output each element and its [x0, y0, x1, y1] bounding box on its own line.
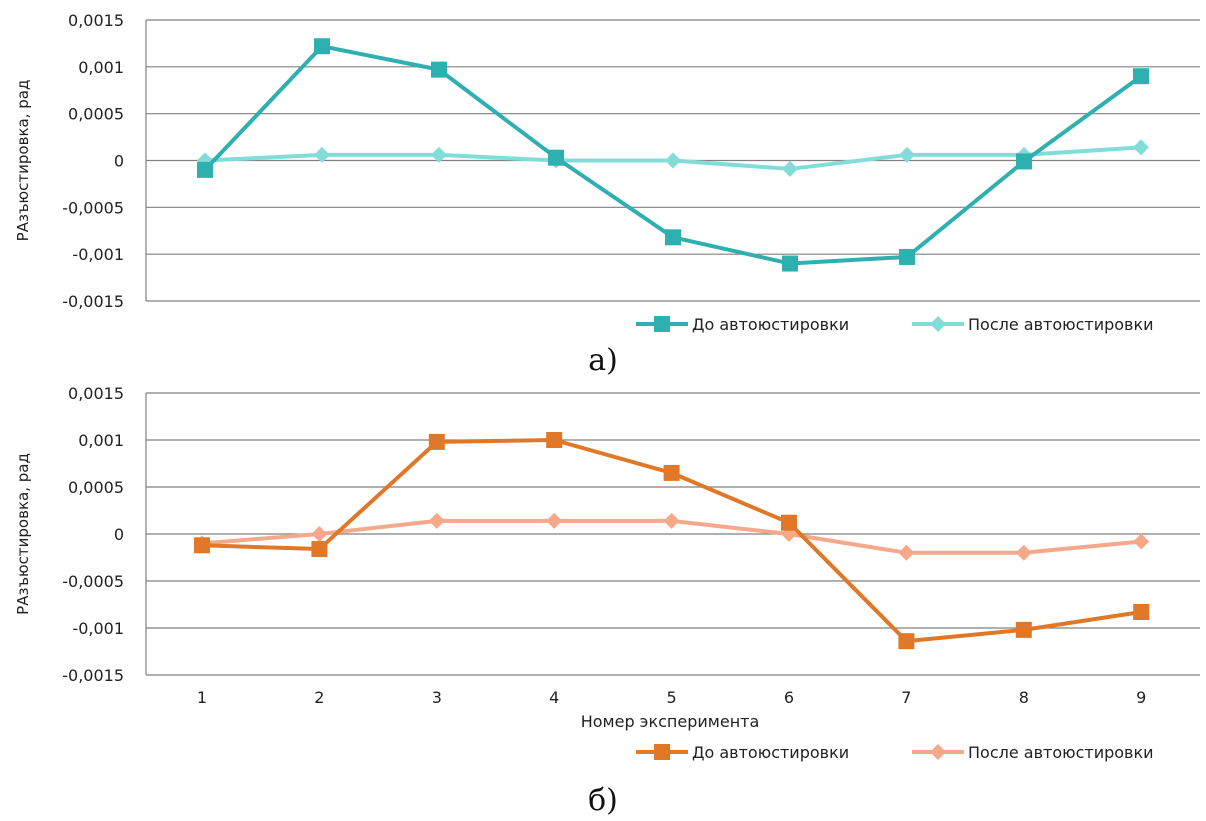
- legend-label: До автоюстировки: [692, 743, 849, 762]
- data-point: [428, 512, 445, 529]
- y-tick-label: 0,0015: [68, 384, 124, 403]
- data-point: [431, 61, 447, 78]
- y-tick-label: 0: [114, 152, 124, 171]
- data-point: [1133, 139, 1149, 156]
- y-tick-label: -0,0015: [62, 292, 124, 311]
- data-point: [663, 512, 680, 529]
- data-point: [782, 160, 798, 177]
- x-tick-label: 1: [197, 688, 207, 707]
- data-point: [311, 541, 328, 558]
- data-point: [1133, 533, 1150, 550]
- legend-marker: [930, 744, 946, 760]
- x-tick-label: 3: [432, 688, 442, 707]
- data-point: [899, 146, 915, 163]
- y-tick-label: -0,0015: [62, 666, 124, 685]
- y-tick-label: -0,0005: [62, 198, 124, 217]
- data-point: [1133, 68, 1149, 85]
- y-axis-label: РАзъюстировка, рад: [14, 453, 32, 615]
- legend-label: До автоюстировки: [692, 315, 849, 334]
- y-tick-label: 0,0005: [68, 105, 124, 124]
- x-tick-label: 5: [667, 688, 677, 707]
- y-tick-label: 0: [114, 525, 124, 544]
- data-point: [431, 146, 447, 163]
- legend-label: После автоюстировки: [968, 315, 1154, 334]
- chart-1: 0,0015 0,001 0,0005 0 -0,0005 -0,001 -0,0015 РА…: [14, 11, 1200, 378]
- x-tick-label: 8: [1019, 688, 1029, 707]
- data-point: [665, 152, 681, 169]
- y-tick-label: 0,0015: [68, 11, 124, 30]
- chart-2: 0,0015 0,001 0,0005 0 -0,0005 -0,001 -0,0015 РА…: [14, 384, 1200, 818]
- data-point: [781, 514, 797, 531]
- data-point: [197, 161, 213, 178]
- data-point: [665, 229, 681, 246]
- data-point: [311, 526, 328, 542]
- y-tick-label: -0,001: [72, 619, 124, 638]
- x-tick-label: 2: [314, 688, 324, 707]
- y-tick-label: 0,0005: [68, 478, 124, 497]
- data-point: [428, 433, 445, 450]
- legend-marker: [930, 316, 946, 332]
- data-point: [1016, 153, 1032, 170]
- data-point: [314, 146, 330, 163]
- x-tick-label: 7: [901, 688, 911, 707]
- data-point: [1015, 621, 1032, 638]
- data-point: [546, 512, 563, 529]
- x-tick-label: 4: [549, 688, 559, 707]
- y-tick-label: 0,001: [78, 431, 124, 450]
- x-axis-label: Номер эксперимента: [581, 712, 760, 731]
- data-point: [194, 537, 210, 554]
- data-point: [546, 432, 563, 448]
- data-point: [314, 38, 330, 55]
- data-point: [1133, 604, 1150, 621]
- data-point: [782, 255, 798, 272]
- data-point: [548, 149, 564, 166]
- x-tick-label: 6: [784, 688, 794, 707]
- figure-caption: б): [588, 783, 618, 818]
- y-tick-label: -0,001: [72, 245, 124, 264]
- data-point: [898, 633, 915, 650]
- data-point: [898, 544, 915, 561]
- data-point: [899, 248, 915, 265]
- figure-caption: а): [588, 343, 618, 378]
- y-tick-label: 0,001: [78, 58, 124, 77]
- data-point: [1015, 544, 1032, 561]
- legend-marker: [654, 744, 670, 760]
- legend-label: После автоюстировки: [968, 743, 1154, 762]
- x-tick-label: 9: [1136, 688, 1146, 707]
- y-tick-label: -0,0005: [62, 572, 124, 591]
- data-point: [663, 464, 680, 481]
- y-axis-label: РАзъюстировка, рад: [14, 80, 32, 242]
- legend-marker: [654, 316, 670, 332]
